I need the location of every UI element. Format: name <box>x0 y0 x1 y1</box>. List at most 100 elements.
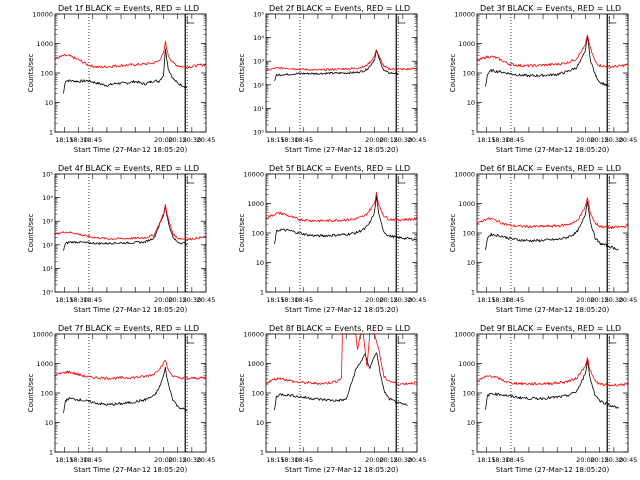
x-tick-label: 18:45 <box>83 296 102 304</box>
x-tick-label: 18:15 <box>266 136 285 144</box>
x-tick-label: 18:15 <box>55 136 74 144</box>
y-tick-label: 1000 <box>36 360 53 368</box>
plot-frame <box>54 173 207 293</box>
y-axis-label: Counts/sec <box>27 54 35 93</box>
lld-series-line <box>476 197 629 230</box>
lld-series-line <box>54 203 207 241</box>
y-axis-label: Counts/sec <box>238 374 246 413</box>
events-series-line <box>274 352 408 411</box>
x-tick-label: 18:15 <box>477 456 496 464</box>
detector-panel-3: Det 3f BLACK = Events, RED = LLD Counts/s… <box>449 4 637 154</box>
x-axis-label: Start Time (27-Mar-12 18:05:20) <box>74 466 188 474</box>
x-tick-label: 20:15 <box>379 136 398 144</box>
y-tick-label: 10 <box>45 419 53 427</box>
panel-title: Det 5f BLACK = Events, RED = LLD <box>269 164 410 173</box>
y-tick-label: 10000 <box>32 11 53 19</box>
y-tick-label: 10000 <box>243 171 264 179</box>
x-axis-label: Start Time (27-Mar-12 18:05:20) <box>496 306 610 314</box>
events-series-line <box>485 36 610 87</box>
y-tick-label: 10⁴ <box>253 34 264 42</box>
y-axis-label: Counts/sec <box>27 214 35 253</box>
x-tick-label: 18:30 <box>280 456 299 464</box>
x-tick-label: 20:15 <box>168 296 187 304</box>
x-tick-label: 20:15 <box>168 456 187 464</box>
events-series-line <box>485 200 619 251</box>
events-series-line <box>485 358 619 410</box>
plot-frame <box>476 173 629 293</box>
x-tick-label: 20:15 <box>590 456 609 464</box>
panel-title: Det 1f BLACK = Events, RED = LLD <box>58 4 199 13</box>
x-tick-label: 20:30 <box>393 296 412 304</box>
lld-series-line <box>265 191 418 223</box>
y-tick-label: 10000 <box>454 171 475 179</box>
lld-series-line <box>476 34 629 69</box>
lld-series-line <box>54 40 207 69</box>
events-series-line <box>63 48 188 94</box>
x-tick-label: 20:30 <box>393 136 412 144</box>
y-tick-label: 10 <box>467 259 475 267</box>
x-tick-label: 20:45 <box>619 456 638 464</box>
x-tick-label: 20:00 <box>154 456 173 464</box>
y-tick-label: 10000 <box>454 11 475 19</box>
plot-frame <box>476 13 629 133</box>
y-tick-label: 10⁰ <box>42 289 53 297</box>
y-tick-label: 10000 <box>243 331 264 339</box>
x-tick-label: 20:45 <box>197 136 216 144</box>
detector-panel-8: Det 8f BLACK = Events, RED = LLD Counts/s… <box>238 324 426 474</box>
panel-title: Det 8f BLACK = Events, RED = LLD <box>269 324 410 333</box>
plot-frame <box>476 333 629 453</box>
y-tick-label: 100 <box>463 390 475 398</box>
y-tick-label: 100 <box>463 70 475 78</box>
x-tick-label: 18:15 <box>477 296 496 304</box>
detector-panel-9: Det 9f BLACK = Events, RED = LLD Counts/s… <box>449 324 637 474</box>
y-tick-label: 10 <box>467 99 475 107</box>
y-tick-label: 10³ <box>253 58 264 66</box>
x-tick-label: 18:30 <box>491 296 510 304</box>
x-tick-label: 18:15 <box>55 456 74 464</box>
events-series-line <box>63 205 188 251</box>
x-tick-label: 20:00 <box>365 136 384 144</box>
panel-title: Det 6f BLACK = Events, RED = LLD <box>480 164 621 173</box>
detector-panel-7: Det 7f BLACK = Events, RED = LLD Counts/s… <box>27 324 215 474</box>
x-tick-label: 18:15 <box>55 296 74 304</box>
x-tick-label: 20:15 <box>590 296 609 304</box>
y-tick-label: 10⁵ <box>42 171 53 179</box>
panel-title: Det 9f BLACK = Events, RED = LLD <box>480 324 621 333</box>
y-tick-label: 10 <box>467 419 475 427</box>
plot-frame <box>54 333 207 453</box>
y-tick-label: 10¹ <box>253 105 264 113</box>
y-axis-label: Counts/sec <box>449 54 457 93</box>
plot-frame <box>265 333 418 453</box>
x-tick-label: 18:15 <box>477 136 496 144</box>
y-axis-label: Counts/sec <box>449 214 457 253</box>
events-series-line <box>63 366 188 413</box>
x-tick-label: 18:45 <box>294 136 313 144</box>
y-tick-label: 10 <box>256 419 264 427</box>
x-tick-label: 20:45 <box>408 136 427 144</box>
x-axis-label: Start Time (27-Mar-12 18:05:20) <box>496 466 610 474</box>
y-tick-label: 10 <box>45 99 53 107</box>
x-tick-label: 20:00 <box>154 136 173 144</box>
lld-series-line <box>54 360 207 380</box>
detector-panel-2: Det 2f BLACK = Events, RED = LLD Counts/s… <box>238 4 426 154</box>
y-axis-label: Counts/sec <box>238 54 246 93</box>
x-tick-label: 20:00 <box>576 456 595 464</box>
y-tick-label: 100 <box>41 70 53 78</box>
y-tick-label: 10³ <box>42 218 53 226</box>
y-tick-label: 1000 <box>458 200 475 208</box>
x-tick-label: 18:30 <box>491 136 510 144</box>
x-tick-label: 20:30 <box>604 296 623 304</box>
panel-title: Det 4f BLACK = Events, RED = LLD <box>58 164 199 173</box>
y-tick-label: 1 <box>471 289 475 297</box>
y-tick-label: 10⁵ <box>253 11 264 19</box>
x-tick-label: 20:15 <box>379 456 398 464</box>
x-tick-label: 18:15 <box>266 296 285 304</box>
x-tick-label: 20:45 <box>408 456 427 464</box>
detector-panel-6: Det 6f BLACK = Events, RED = LLD Counts/s… <box>449 164 637 314</box>
x-tick-label: 18:45 <box>505 456 524 464</box>
x-tick-label: 20:30 <box>393 456 412 464</box>
y-tick-label: 10¹ <box>42 265 53 273</box>
x-tick-label: 18:45 <box>505 136 524 144</box>
plot-frame <box>265 13 418 133</box>
x-tick-label: 18:30 <box>69 136 88 144</box>
